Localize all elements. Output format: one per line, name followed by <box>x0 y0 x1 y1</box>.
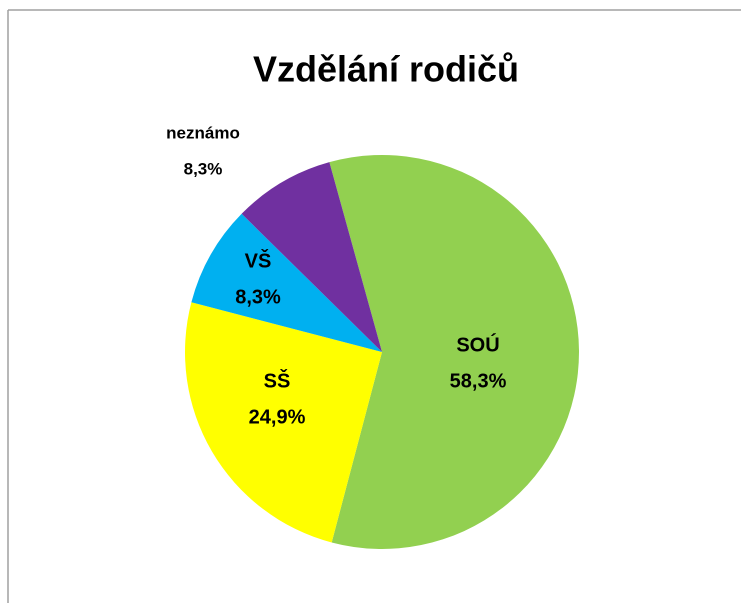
pie-slice <box>185 302 382 543</box>
slice-value-label: 8,3% <box>235 286 281 308</box>
slice-value-label: 8,3% <box>184 159 223 178</box>
slice-category-label: SOÚ <box>456 332 499 356</box>
slice-value-label: 58,3% <box>450 370 507 392</box>
chart-title: Vzdělání rodičů <box>253 49 519 90</box>
slice-category-label: VŠ <box>245 248 272 272</box>
pie-slice <box>329 154 579 549</box>
pie-slice <box>191 213 382 352</box>
slice-category-label: SŠ <box>264 368 291 392</box>
slice-category-label: neznámo <box>166 123 240 142</box>
slice-value-label: 24,9% <box>249 406 306 428</box>
pie-slice <box>241 162 382 352</box>
